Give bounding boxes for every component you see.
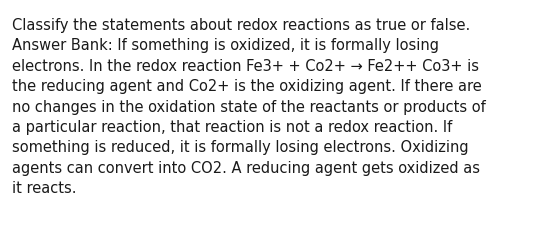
- Text: Classify the statements about redox reactions as true or false.
Answer Bank: If : Classify the statements about redox reac…: [12, 18, 486, 195]
